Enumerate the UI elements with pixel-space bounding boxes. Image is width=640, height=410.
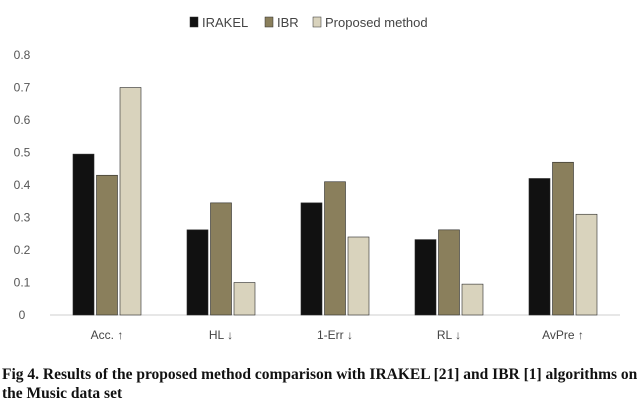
y-tick-label-3: 0.3 [14, 211, 31, 225]
legend-swatch-1 [264, 16, 274, 28]
y-tick-label-0: 0 [19, 308, 26, 322]
bar-1-2 [324, 181, 346, 316]
x-tick-label-4: AvPre ↑ [542, 328, 584, 342]
bar-1-3 [438, 229, 460, 316]
legend-swatch-2 [312, 16, 322, 28]
legend-label-0: IRAKEL [202, 15, 248, 30]
x-tick-label-0: Acc. ↑ [91, 328, 124, 342]
figure-caption: Fig 4. Results of the proposed method co… [2, 366, 638, 402]
y-tick-label-1: 0.1 [14, 276, 31, 290]
bar-0-3 [414, 239, 437, 316]
bar-2-0 [119, 87, 142, 316]
bar-1-0 [96, 174, 118, 316]
bar-0-1 [186, 229, 209, 316]
y-tick-label-6: 0.6 [14, 113, 31, 127]
x-tick-label-2: 1-Err ↓ [317, 328, 353, 342]
bar-0-2 [300, 202, 323, 316]
y-tick-label-4: 0.4 [14, 178, 31, 192]
bar-1-4 [552, 161, 574, 316]
bar-2-3 [461, 283, 484, 316]
legend-label-2: Proposed method [325, 15, 428, 30]
legend-swatch-0 [189, 16, 199, 28]
y-tick-label-2: 0.2 [14, 243, 31, 257]
bar-chart: 0 0.1 0.2 0.3 0.4 0.5 0.6 0.7 0.8 Acc. ↑ HL ↓ 1-Err… [14, 15, 620, 342]
y-tick-label-7: 0.7 [14, 81, 31, 95]
x-tick-label-1: HL ↓ [209, 328, 233, 342]
y-tick-label-8: 0.8 [14, 48, 31, 62]
bar-1-1 [210, 202, 232, 316]
bar-2-2 [347, 236, 370, 316]
bar-2-4 [575, 213, 598, 316]
chart-canvas: 0 0.1 0.2 0.3 0.4 0.5 0.6 0.7 0.8 Acc. ↑ HL ↓ 1-Err… [14, 15, 620, 342]
x-tick-label-3: RL ↓ [437, 328, 461, 342]
bar-0-0 [72, 153, 95, 316]
legend-label-1: IBR [277, 15, 299, 30]
bar-2-1 [233, 282, 256, 316]
y-tick-label-5: 0.5 [14, 146, 31, 160]
bar-0-4 [528, 178, 551, 316]
